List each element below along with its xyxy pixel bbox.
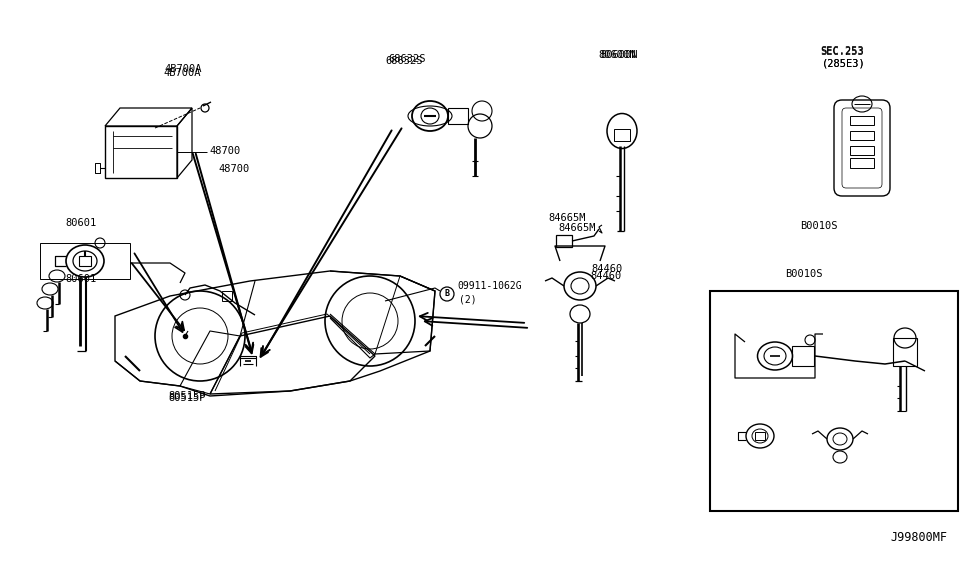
Bar	[850, 146, 874, 155]
Text: B0010S: B0010S	[800, 221, 838, 231]
Text: 80515P: 80515P	[168, 393, 206, 403]
Text: (2): (2)	[459, 294, 477, 304]
Bar	[710, 291, 958, 511]
Text: 80600N: 80600N	[600, 50, 638, 60]
Bar	[792, 346, 814, 366]
Text: 84665M: 84665M	[548, 213, 586, 223]
Text: 48700: 48700	[218, 164, 250, 174]
Text: 80515P: 80515P	[168, 391, 206, 401]
Text: 84460: 84460	[590, 271, 621, 281]
Bar	[850, 131, 874, 140]
Bar	[222, 291, 232, 301]
Bar	[614, 129, 630, 141]
Bar	[850, 116, 874, 125]
Text: 80601: 80601	[65, 218, 97, 228]
Bar	[755, 432, 765, 440]
Text: 68632S: 68632S	[385, 56, 422, 66]
Text: (285E3): (285E3)	[822, 58, 866, 68]
Text: SEC.253: SEC.253	[820, 46, 864, 56]
Bar	[79, 256, 91, 266]
Text: (285E3): (285E3)	[822, 58, 866, 68]
Text: 84460: 84460	[591, 264, 622, 274]
Text: 80601: 80601	[65, 274, 97, 284]
Text: 80600N: 80600N	[598, 50, 636, 60]
Text: 09911-1062G: 09911-1062G	[457, 281, 522, 291]
Bar	[556, 235, 572, 247]
Bar	[448, 108, 468, 124]
Text: J99800MF: J99800MF	[890, 531, 947, 544]
Text: 4B700A: 4B700A	[164, 64, 202, 74]
Bar	[850, 158, 874, 168]
Text: B: B	[445, 289, 449, 298]
Text: 4B700A: 4B700A	[163, 68, 201, 78]
Text: 84665M: 84665M	[558, 223, 596, 233]
Text: SEC.253: SEC.253	[820, 47, 864, 57]
Bar	[893, 338, 917, 366]
Bar	[105, 126, 177, 178]
Text: 48700: 48700	[209, 146, 240, 156]
Bar	[40, 243, 130, 279]
Text: B0010S: B0010S	[785, 269, 823, 279]
Text: 68632S: 68632S	[388, 54, 425, 64]
